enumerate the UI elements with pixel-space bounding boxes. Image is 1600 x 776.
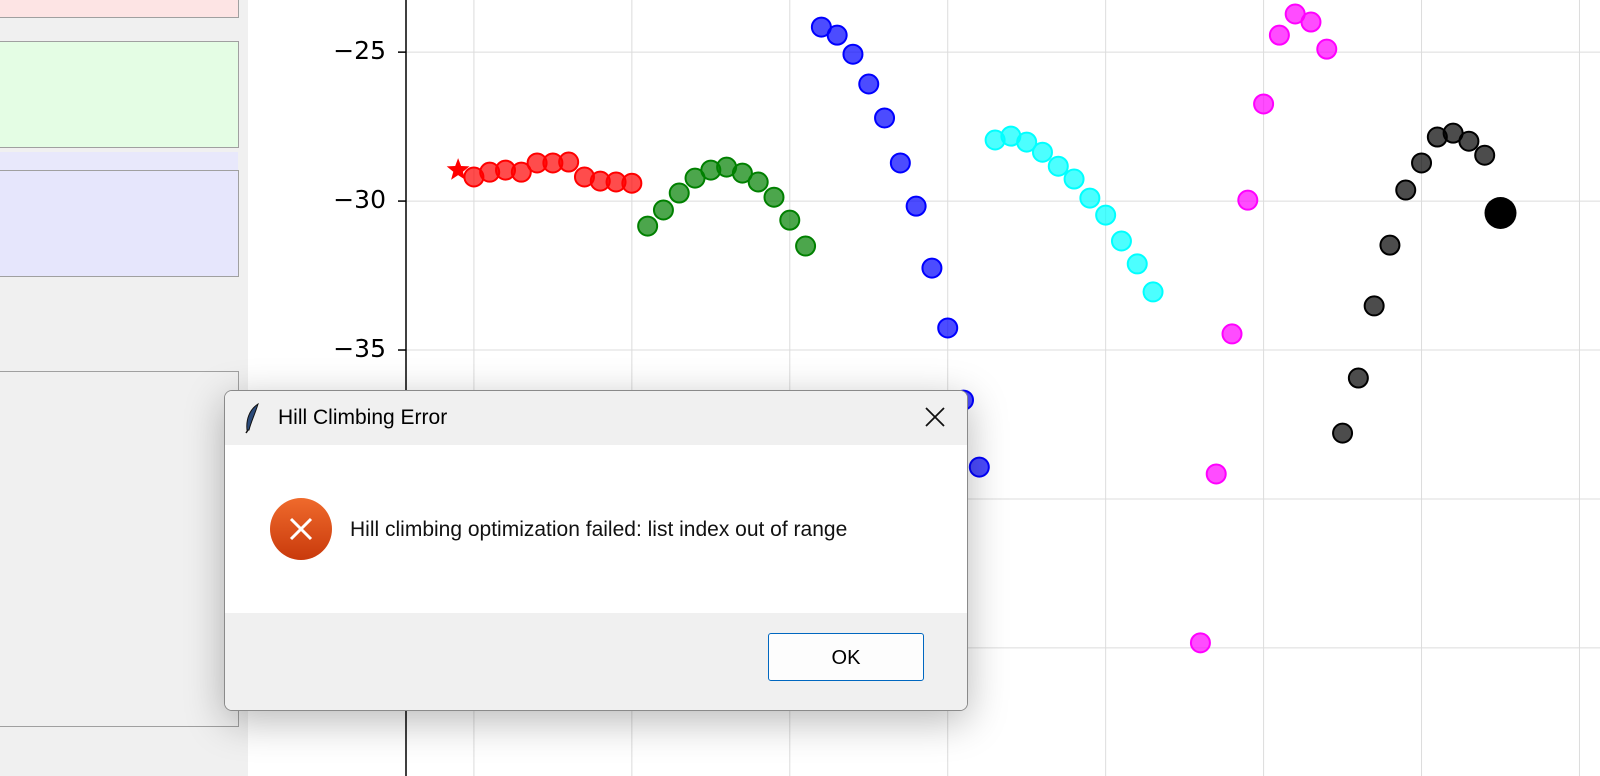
point <box>1332 422 1354 444</box>
panel-box <box>0 170 239 277</box>
point <box>652 199 674 221</box>
point <box>1268 24 1290 46</box>
point <box>1047 155 1069 177</box>
panel-strip <box>0 152 238 170</box>
app-icon <box>245 402 259 434</box>
point <box>1395 179 1417 201</box>
dialog-title: Hill Climbing Error <box>278 406 448 429</box>
point <box>921 257 943 279</box>
point <box>1347 367 1369 389</box>
point <box>779 209 801 231</box>
point <box>968 456 990 478</box>
error-icon <box>270 498 332 560</box>
point <box>510 161 532 183</box>
panel-box <box>0 371 239 727</box>
point <box>1379 234 1401 256</box>
point <box>747 171 769 193</box>
current-point <box>1484 196 1517 229</box>
point <box>1237 189 1259 211</box>
point <box>1221 323 1243 345</box>
point <box>1300 11 1322 33</box>
point <box>874 107 896 129</box>
point <box>1253 93 1275 115</box>
point <box>1205 463 1227 485</box>
y-tick-label: −30 <box>333 185 386 214</box>
dialog-footer: OK <box>225 613 967 710</box>
point <box>621 172 643 194</box>
point <box>637 215 659 237</box>
y-tick-label: −25 <box>333 36 386 65</box>
point <box>558 151 580 173</box>
point <box>1063 168 1085 190</box>
point <box>1031 141 1053 163</box>
point <box>763 186 785 208</box>
point <box>858 73 880 95</box>
title-bar: Hill Climbing Error <box>225 391 967 445</box>
panel-box <box>0 0 239 18</box>
point <box>1110 230 1132 252</box>
point <box>905 195 927 217</box>
point <box>1095 204 1117 226</box>
start-marker <box>446 158 470 180</box>
point <box>1411 152 1433 174</box>
side-panel <box>0 0 248 776</box>
error-message: Hill climbing optimization failed: list … <box>350 518 848 541</box>
point <box>1126 253 1148 275</box>
point <box>795 235 817 257</box>
point <box>889 152 911 174</box>
point <box>1316 38 1338 60</box>
point <box>1474 144 1496 166</box>
point <box>826 24 848 46</box>
point <box>1016 131 1038 153</box>
point <box>668 182 690 204</box>
point <box>1079 187 1101 209</box>
error-dialog: Hill Climbing Error Hill climbing optimi… <box>224 390 968 711</box>
point <box>731 162 753 184</box>
panel-box <box>0 41 239 148</box>
close-button[interactable] <box>923 405 947 429</box>
point <box>1189 632 1211 654</box>
point <box>1458 130 1480 152</box>
point <box>1142 281 1164 303</box>
point <box>937 317 959 339</box>
point <box>1363 295 1385 317</box>
y-tick-label: −35 <box>333 334 386 363</box>
point <box>842 43 864 65</box>
ok-button[interactable]: OK <box>768 633 924 681</box>
